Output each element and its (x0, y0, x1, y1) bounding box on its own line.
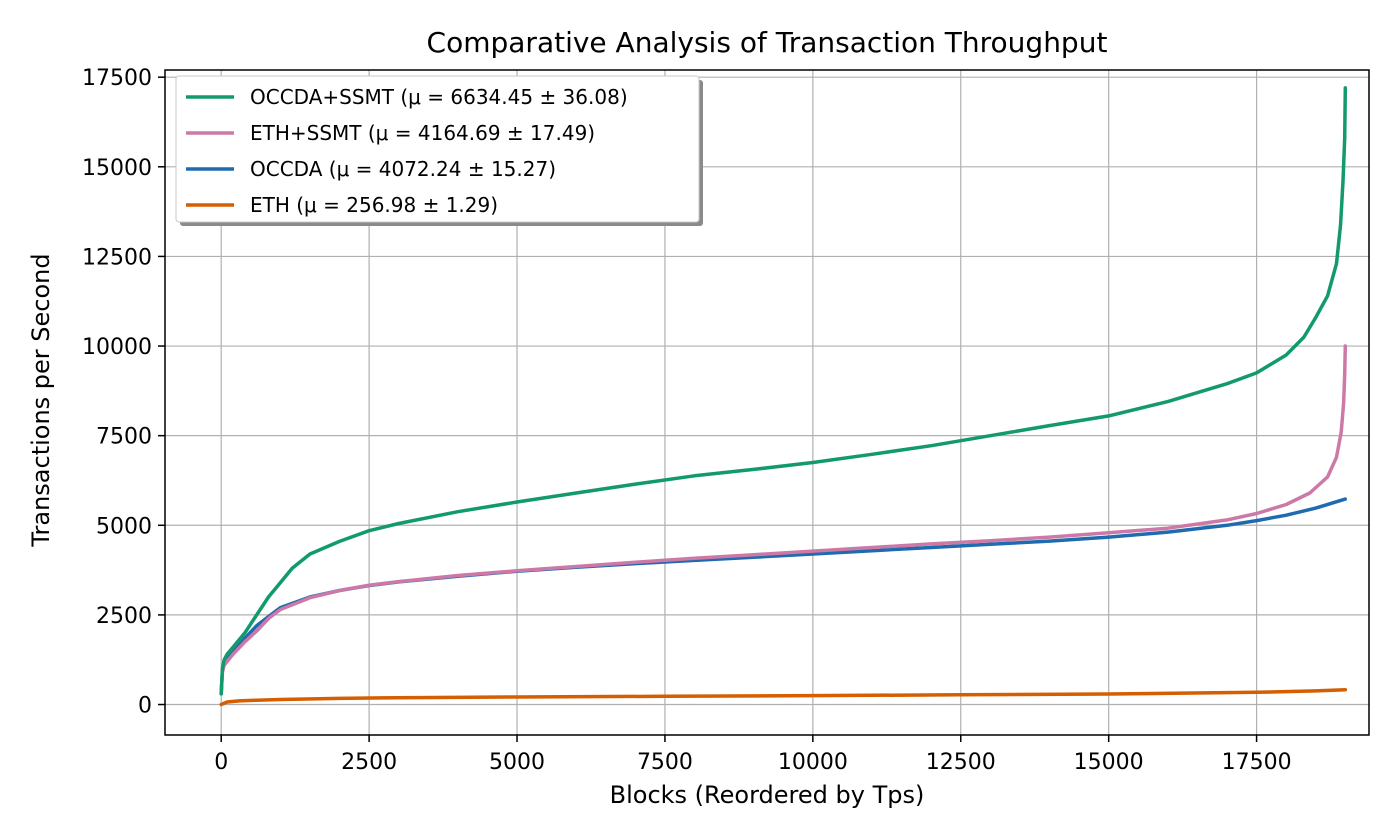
y-tick-label: 10000 (82, 335, 152, 360)
x-tick-label: 5000 (489, 750, 545, 775)
series-line-4 (219, 688, 1348, 707)
series-line-2 (219, 344, 1348, 696)
y-tick-label: 17500 (82, 66, 152, 91)
series-line-1 (219, 86, 1348, 696)
plot-frame (164, 69, 1370, 736)
y-tick-label: 15000 (82, 156, 152, 181)
legend-label-2: ETH+SSMT (μ = 4164.69 ± 17.49) (250, 121, 595, 145)
y-tick-label: 0 (138, 694, 152, 719)
legend-label-4: ETH (μ = 256.98 ± 1.29) (250, 193, 498, 217)
legend-box (175, 75, 700, 223)
x-tick-label: 15000 (1074, 750, 1144, 775)
series-lines (219, 86, 1348, 707)
legend: OCCDA+SSMT (μ = 6634.45 ± 36.08) ETH+SSMT… (175, 75, 703, 226)
y-axis-label: Transactions per Second (27, 253, 55, 547)
x-tick-label: 2500 (341, 750, 397, 775)
y-tick-label: 12500 (82, 245, 152, 270)
x-tick-label: 10000 (778, 750, 848, 775)
x-tick-label: 12500 (926, 750, 996, 775)
x-tick-label: 0 (214, 750, 228, 775)
chart-title: Comparative Analysis of Transaction Thro… (427, 26, 1108, 59)
y-tick-label: 2500 (96, 604, 152, 629)
y-tick-label: 5000 (96, 514, 152, 539)
x-tick-label: 7500 (637, 750, 693, 775)
y-tick-label: 7500 (96, 425, 152, 450)
x-tick-label: 17500 (1222, 750, 1292, 775)
x-axis-label: Blocks (Reordered by Tps) (610, 781, 925, 809)
legend-label-1: OCCDA+SSMT (μ = 6634.45 ± 36.08) (250, 85, 628, 109)
axis-ticks: 0 2500 5000 7500 10000 12500 15000 17500 0 2500 50… (82, 66, 1292, 775)
legend-label-3: OCCDA (μ = 4072.24 ± 15.27) (250, 157, 556, 181)
